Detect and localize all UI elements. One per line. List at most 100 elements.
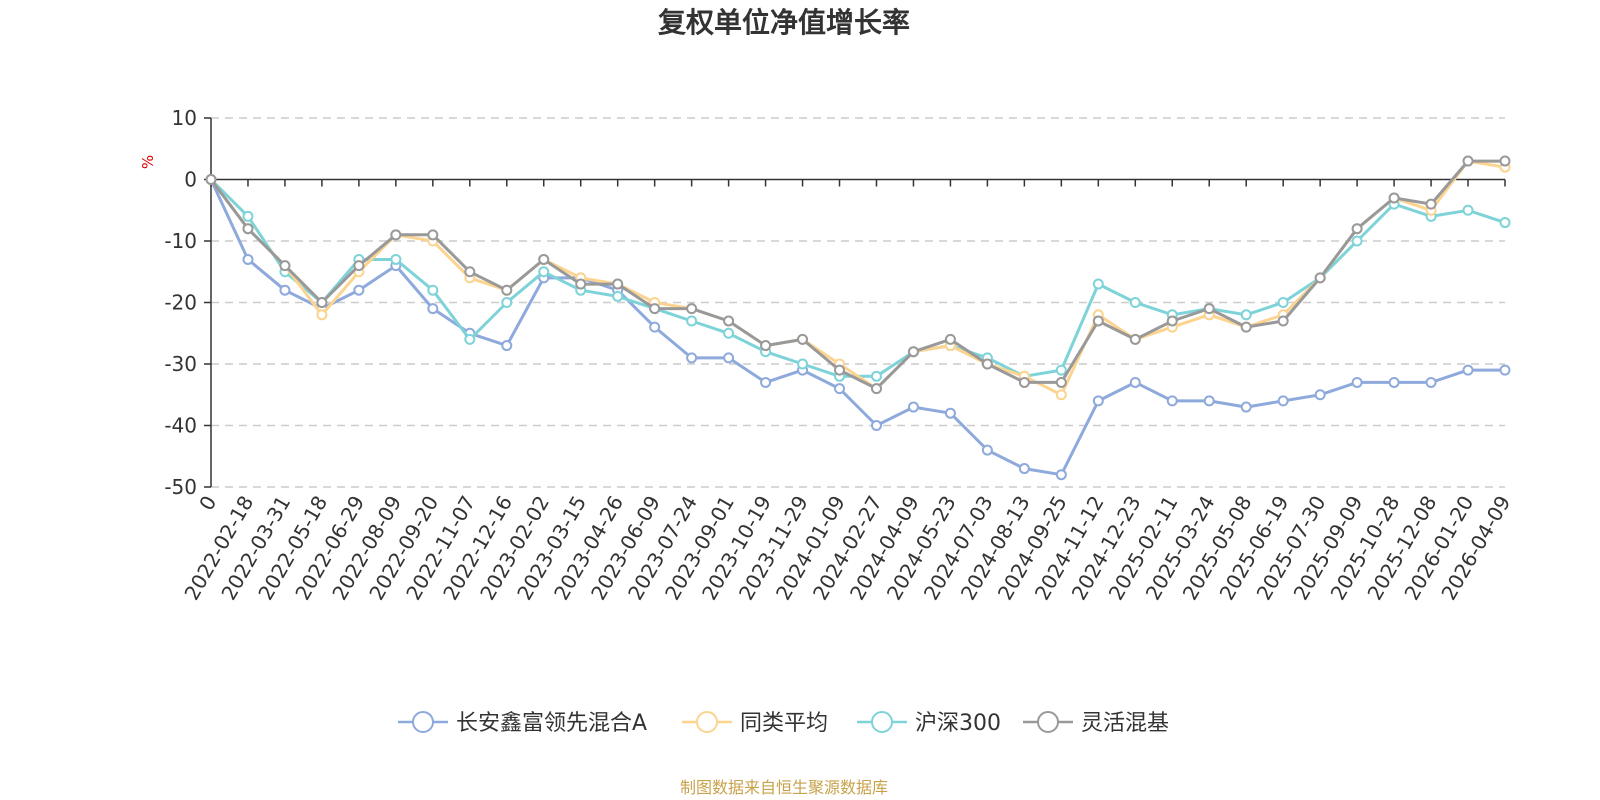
data-point bbox=[1092, 315, 1104, 327]
legend-item[interactable]: 长安鑫富领先混合A bbox=[398, 711, 647, 736]
data-point bbox=[1499, 155, 1511, 167]
series-line bbox=[209, 178, 1505, 477]
data-point bbox=[1203, 303, 1215, 315]
data-point bbox=[834, 383, 846, 395]
data-point bbox=[686, 352, 698, 364]
data-point bbox=[1055, 364, 1067, 376]
y-tick-label: 0 bbox=[184, 168, 197, 192]
chart-title: 复权单位净值增长率 bbox=[658, 6, 910, 39]
data-point bbox=[427, 303, 439, 315]
y-axis-unit: % bbox=[139, 155, 157, 169]
data-point bbox=[907, 401, 919, 413]
y-tick-label: -10 bbox=[164, 229, 197, 253]
data-point bbox=[1351, 376, 1363, 388]
data-point bbox=[1166, 395, 1178, 407]
data-point bbox=[1240, 401, 1252, 413]
data-point bbox=[538, 266, 550, 278]
series-line bbox=[209, 159, 1505, 391]
data-point bbox=[1018, 463, 1030, 475]
data-point bbox=[649, 303, 661, 315]
legend-marker-icon bbox=[871, 711, 893, 733]
data-source-note: 制图数据来自恒生聚源数据库 bbox=[680, 778, 888, 797]
x-tick-label: 0 bbox=[194, 492, 221, 515]
grid-lines bbox=[211, 117, 1505, 488]
legend-label: 同类平均 bbox=[740, 711, 828, 736]
data-point bbox=[1462, 204, 1474, 216]
y-tick-label: 10 bbox=[172, 106, 197, 130]
data-point bbox=[242, 223, 254, 235]
data-point bbox=[797, 333, 809, 345]
data-point bbox=[1314, 272, 1326, 284]
series-line bbox=[209, 159, 1506, 397]
y-tick-labels: 10 0 -10 -20 -30 -40 -50 bbox=[164, 106, 197, 499]
data-point bbox=[612, 278, 624, 290]
data-point bbox=[205, 174, 217, 185]
data-point bbox=[1314, 389, 1326, 401]
data-point bbox=[316, 297, 328, 308]
data-point bbox=[501, 284, 513, 296]
data-point bbox=[1462, 364, 1474, 376]
data-point bbox=[390, 229, 402, 241]
data-point bbox=[1240, 321, 1252, 333]
data-point bbox=[1499, 217, 1511, 229]
data-point bbox=[686, 303, 698, 315]
data-point bbox=[944, 333, 956, 345]
data-point bbox=[1018, 376, 1030, 388]
data-point bbox=[575, 278, 587, 290]
data-point bbox=[501, 340, 513, 352]
data-point bbox=[279, 260, 291, 272]
data-point bbox=[649, 321, 661, 333]
y-tick-label: -50 bbox=[164, 475, 197, 499]
data-point bbox=[870, 370, 882, 382]
data-point bbox=[279, 284, 291, 296]
data-point bbox=[723, 315, 735, 327]
data-point bbox=[1462, 155, 1474, 167]
data-point bbox=[242, 253, 254, 265]
data-point bbox=[353, 260, 365, 272]
data-point bbox=[1055, 389, 1067, 401]
data-point bbox=[870, 383, 882, 395]
data-point bbox=[1240, 309, 1252, 321]
data-point bbox=[907, 346, 919, 358]
data-point bbox=[1388, 192, 1400, 204]
legend-label: 沪深300 bbox=[915, 711, 1001, 736]
y-tick-label: -20 bbox=[164, 291, 197, 315]
data-point bbox=[1055, 469, 1067, 481]
data-point bbox=[1092, 278, 1104, 290]
data-point bbox=[1388, 376, 1400, 388]
data-point bbox=[1166, 315, 1178, 327]
data-point bbox=[981, 444, 993, 456]
data-point bbox=[1425, 376, 1437, 388]
data-point bbox=[1129, 376, 1141, 388]
legend-marker-icon bbox=[696, 711, 718, 733]
data-point bbox=[353, 284, 365, 296]
data-point bbox=[686, 315, 698, 327]
data-point bbox=[427, 229, 439, 241]
data-point bbox=[1499, 364, 1511, 376]
data-point bbox=[723, 352, 735, 364]
data-point bbox=[944, 407, 956, 419]
legend[interactable]: 长安鑫富领先混合A 同类平均 沪深300 灵活混基 bbox=[398, 711, 1169, 736]
legend-item[interactable]: 沪深300 bbox=[857, 711, 1001, 736]
series-lines bbox=[205, 155, 1511, 481]
data-point bbox=[1092, 395, 1104, 407]
data-point bbox=[464, 333, 476, 345]
data-point bbox=[1129, 333, 1141, 345]
legend-label: 灵活混基 bbox=[1081, 711, 1169, 736]
data-point bbox=[797, 358, 809, 370]
legend-item[interactable]: 灵活混基 bbox=[1023, 711, 1169, 736]
data-point bbox=[1203, 395, 1215, 407]
legend-label: 长安鑫富领先混合A bbox=[456, 711, 647, 736]
legend-marker-icon bbox=[412, 711, 434, 733]
legend-item[interactable]: 同类平均 bbox=[682, 711, 828, 736]
data-point bbox=[390, 253, 402, 265]
data-point bbox=[501, 297, 513, 308]
data-point bbox=[538, 253, 550, 265]
data-point bbox=[612, 290, 624, 302]
y-tick-label: -40 bbox=[164, 414, 197, 438]
data-point bbox=[1351, 223, 1363, 235]
data-point bbox=[834, 364, 846, 376]
data-point bbox=[1425, 198, 1437, 210]
data-point bbox=[1277, 395, 1289, 407]
